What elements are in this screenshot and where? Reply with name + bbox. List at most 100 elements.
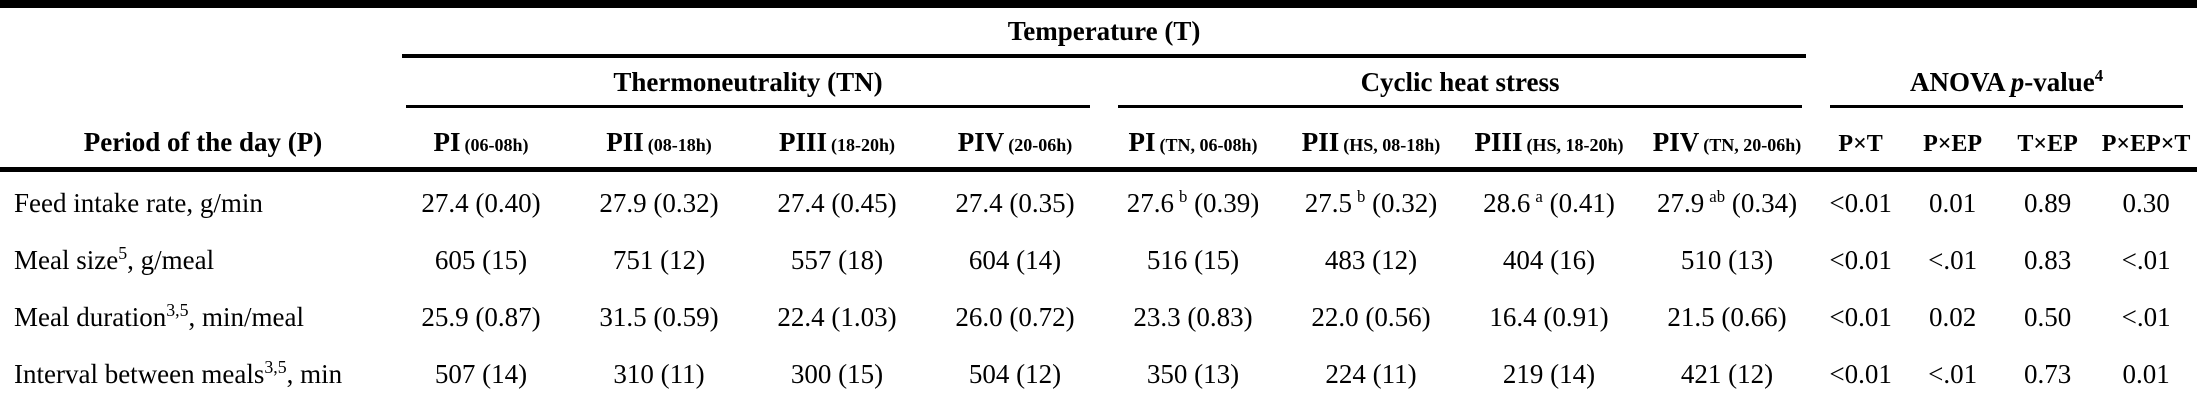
cell-se: (12) <box>1721 359 1774 389</box>
anova-col-label: P×EP <box>1923 131 1983 157</box>
data-cell-tn-piii: 0.15 (0.01) <box>748 400 926 405</box>
table-row-meal-duration: Meal duration3,5, min/meal 25.9 (0.87) 3… <box>0 286 2197 343</box>
data-cell-tn-pii: 27.9 (0.32) <box>570 170 748 230</box>
period-time: (20-06h) <box>1008 135 1073 155</box>
cell-value: 604 <box>968 245 1010 275</box>
data-cell-hs-pii: 224 (11) <box>1282 343 1460 400</box>
label-spacer <box>0 58 392 108</box>
pvalue-cell-txep: 0.73 <box>2000 343 2095 400</box>
footnote-sup: 3,5 <box>166 300 189 320</box>
cell-se: (15) <box>475 245 528 275</box>
anova-top-spacer <box>1816 4 2197 58</box>
period-label: PI <box>1128 127 1156 157</box>
pvalue-cell-pxep: <.01 <box>1905 229 2000 286</box>
cell-se: (0.35) <box>1002 188 1075 218</box>
col-header-tn-piv: PIV (20-06h) <box>926 108 1104 172</box>
data-cell-hs-pii: 483 (12) <box>1282 229 1460 286</box>
period-label: PIV <box>1652 127 1700 157</box>
cell-se: (0.39) <box>1187 188 1260 218</box>
cell-value: 27.5 <box>1304 188 1352 218</box>
cell-value: 27.4 <box>777 188 825 218</box>
data-cell-tn-pi: 605 (15) <box>392 229 570 286</box>
label-text: Interval between meals <box>14 359 265 389</box>
pvalue-cell-txep: 0.82 <box>2000 400 2095 405</box>
label-text: Meal size <box>14 245 119 275</box>
data-cell-tn-pii: 31.5 (0.59) <box>570 286 748 343</box>
sig-sup: a <box>1535 187 1543 206</box>
cell-value: 605 <box>434 245 476 275</box>
cell-value: 27.4 <box>955 188 1003 218</box>
table-row-meal-size: Meal size5, g/meal 605 (15) 751 (12) 557… <box>0 229 2197 286</box>
period-time: (TN, 20-06h) <box>1703 135 1802 155</box>
cell-value: 16.4 <box>1489 302 1537 332</box>
anova-footnote-sup: 4 <box>2094 66 2104 85</box>
cell-value: <.01 <box>2121 245 2171 275</box>
pvalue-cell-pxep: 0.01 <box>1905 170 2000 230</box>
temperature-header-row: Temperature (T) <box>0 4 2197 58</box>
cell-value: 27.9 <box>1657 188 1705 218</box>
cell-value: 751 <box>612 245 654 275</box>
pvalue-cell-pxep: <.01 <box>1905 343 2000 400</box>
heat-stress-group-label: Cyclic heat stress <box>1118 61 1803 108</box>
cell-value: 23.3 <box>1133 302 1181 332</box>
period-time: (08-18h) <box>647 135 712 155</box>
cell-se: (12) <box>653 245 706 275</box>
cell-se: (13) <box>1721 245 1774 275</box>
anova-group-header: ANOVA p-value4 <box>1816 58 2197 108</box>
sig-sup: b <box>1178 187 1188 206</box>
cell-se: (15) <box>1187 245 1240 275</box>
pvalue-cell-txep: 0.89 <box>2000 170 2095 230</box>
data-cell-tn-piii: 557 (18) <box>748 229 926 286</box>
col-header-pxt: P×T <box>1816 108 1906 172</box>
data-cell-tn-piv: 604 (14) <box>926 229 1104 286</box>
cell-value: 26.0 <box>955 302 1003 332</box>
pvalue-cell-pxepxt: <.01 <box>2095 229 2197 286</box>
data-cell-tn-piv: 26.0 (0.72) <box>926 286 1104 343</box>
column-header-row: Period of the day (P) PI (06-08h) PII (0… <box>0 108 2197 172</box>
data-cell-hs-pi: 0.27 (0.01) <box>1104 400 1282 405</box>
cell-se: (0.66) <box>1714 302 1787 332</box>
cell-value: <0.01 <box>1829 188 1892 218</box>
cell-value: 27.6 <box>1126 188 1174 218</box>
cell-se: (0.59) <box>646 302 719 332</box>
data-cell-tn-piii: 300 (15) <box>748 343 926 400</box>
cell-se: (0.91) <box>1536 302 1609 332</box>
period-label: PIII <box>1474 127 1523 157</box>
cell-se: (14) <box>1543 359 1596 389</box>
cell-value: 350 <box>1146 359 1188 389</box>
col-header-tn-piii: PIII (18-20h) <box>748 108 926 172</box>
cell-value: <.01 <box>1928 245 1978 275</box>
cell-value: 31.5 <box>599 302 647 332</box>
label-text: Meal duration <box>14 302 167 332</box>
period-time: (18-20h) <box>831 135 895 155</box>
cell-value: 0.30 <box>2122 188 2170 218</box>
anova-label-pre: ANOVA <box>1910 67 2011 97</box>
cell-value: 27.9 <box>599 188 647 218</box>
temperature-group-label: Temperature (T) <box>1007 16 1201 46</box>
cell-se: (0.87) <box>468 302 541 332</box>
cell-value: 0.83 <box>2023 245 2072 275</box>
label-unit: , min/meal <box>188 302 304 332</box>
data-cell-hs-piv: 21.5 (0.66) <box>1638 286 1816 343</box>
period-label: PI <box>433 127 461 157</box>
cell-se: (14) <box>475 359 528 389</box>
pvalue-cell-pxep: 0.02 <box>1905 286 2000 343</box>
data-cell-hs-pi: 27.6 b (0.39) <box>1104 170 1282 230</box>
cell-se: (0.41) <box>1542 188 1615 218</box>
footnote-sup: 5 <box>118 243 128 263</box>
data-cell-tn-piv: 0.09 (0.01) <box>926 400 1104 405</box>
col-header-hs-piv: PIV (TN, 20-06h) <box>1638 108 1817 172</box>
data-cell-tn-piii: 22.4 (1.03) <box>748 286 926 343</box>
cell-value: 510 <box>1680 245 1722 275</box>
data-cell-tn-pii: 0.19 (0.01) <box>570 400 748 405</box>
row-label: Number of meals, n/pig <box>0 400 392 405</box>
data-cell-hs-piv: 510 (13) <box>1638 229 1816 286</box>
data-cell-hs-pi: 516 (15) <box>1104 229 1282 286</box>
cell-value: 310 <box>613 359 654 389</box>
pvalue-cell-pxt: <0.01 <box>1816 343 1905 400</box>
pvalue-cell-pxt: <0.01 <box>1816 170 1905 230</box>
cell-se: (13) <box>1187 359 1240 389</box>
data-cell-hs-pi: 350 (13) <box>1104 343 1282 400</box>
footnote-sup: 3,5 <box>264 357 287 377</box>
